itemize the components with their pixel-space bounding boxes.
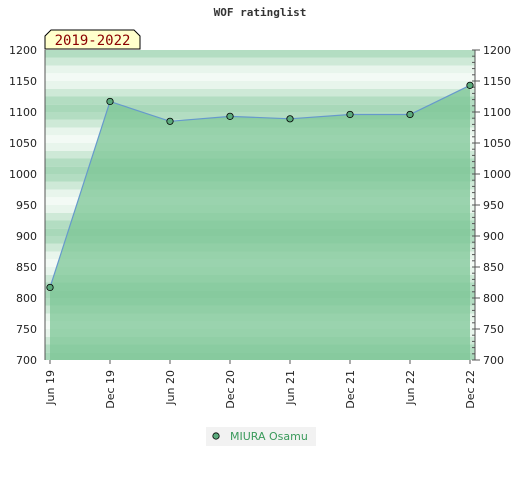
data-point[interactable] (106, 97, 114, 106)
x-tick-label: Dec 20 (224, 370, 237, 409)
y-tick-label-left: 1200 (9, 44, 37, 57)
y-tick-label-right: 1000 (483, 168, 511, 181)
data-point[interactable] (166, 117, 174, 125)
y-tick-label-left: 1100 (9, 106, 37, 119)
y-tick-label-right: 800 (483, 292, 504, 305)
chart-title: WOF ratinglist (214, 6, 307, 19)
background-band (45, 65, 475, 74)
y-tick-label-left: 1000 (9, 168, 37, 181)
y-tick-label-right: 950 (483, 199, 504, 212)
data-point[interactable] (466, 81, 474, 89)
background-band (45, 112, 475, 120)
y-tick-label-right: 1100 (483, 106, 511, 119)
background-band (45, 96, 475, 105)
background-band (45, 50, 475, 58)
y-tick-label-left: 750 (16, 323, 37, 336)
background-band (45, 104, 475, 112)
data-point[interactable] (226, 112, 234, 120)
y-tick-label-left: 900 (16, 230, 37, 243)
data-point[interactable] (46, 283, 54, 292)
y-tick-label-right: 1150 (483, 75, 511, 88)
data-point[interactable] (346, 110, 354, 119)
axes: 700 700 750 750 800 800 850 850 900 900 950 950 1000… (9, 44, 511, 409)
y-tick-label-left: 700 (16, 354, 37, 367)
background-band (45, 73, 475, 81)
y-tick-label-right: 900 (483, 230, 504, 243)
background-band (45, 57, 475, 66)
y-tick-label-left: 1050 (9, 137, 37, 150)
legend-marker-icon (212, 432, 220, 440)
background-band (45, 81, 475, 89)
y-tick-label-right: 1200 (483, 44, 511, 57)
x-tick-label: Dec 19 (104, 370, 117, 409)
y-tick-label-right: 850 (483, 261, 504, 274)
rating-line (49, 84, 471, 288)
background-band (45, 88, 475, 97)
y-tick-label-right: 700 (483, 354, 504, 367)
period-label: 2019-2022 (55, 33, 131, 49)
x-tick-label: Jun 22 (404, 370, 417, 406)
y-tick-label-right: 750 (483, 323, 504, 336)
period-badge: 2019-2022 (44, 29, 141, 50)
data-point[interactable] (286, 115, 294, 123)
legend[interactable]: MIURA Osamu (206, 427, 316, 446)
y-tick-label-left: 950 (16, 199, 37, 212)
x-tick-label: Jun 21 (284, 370, 297, 406)
y-tick-label-right: 1050 (483, 137, 511, 150)
x-tick-label: Dec 22 (464, 370, 477, 409)
rating-area (50, 85, 470, 360)
y-tick-label-left: 1150 (9, 75, 37, 88)
x-tick-label: Dec 21 (344, 370, 357, 409)
data-point[interactable] (406, 110, 414, 119)
legend-series-name: MIURA Osamu (230, 430, 308, 443)
x-tick-label: Jun 19 (44, 370, 57, 406)
y-tick-label-left: 850 (16, 261, 37, 274)
x-tick-label: Jun 20 (164, 370, 177, 406)
y-tick-label-left: 800 (16, 292, 37, 305)
data-points (46, 81, 474, 292)
